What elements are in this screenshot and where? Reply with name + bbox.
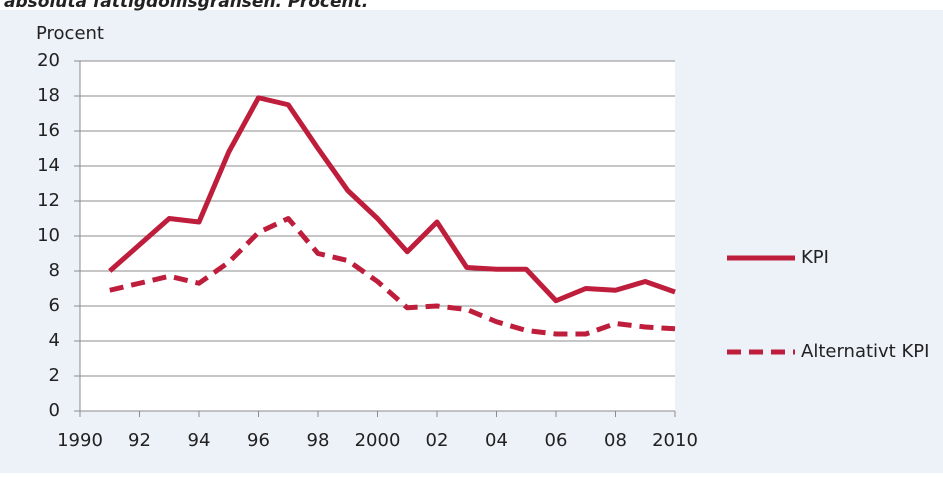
x-tick-label: 08 xyxy=(604,430,627,451)
y-tick-label: 12 xyxy=(37,190,60,211)
y-tick-label: 18 xyxy=(37,85,60,106)
line-series xyxy=(109,216,676,337)
y-tick-label: 16 xyxy=(37,120,60,141)
x-tick-label: 92 xyxy=(128,430,151,451)
y-tick-label: 10 xyxy=(37,225,60,246)
header: absoluta fattigdomsgränsen. Procent. xyxy=(4,0,368,12)
y-tick-label: 8 xyxy=(49,260,60,281)
y-tick-label: 0 xyxy=(49,400,60,421)
y-axis-label: Procent xyxy=(36,23,104,44)
x-tick-label: 94 xyxy=(188,430,211,451)
x-tick-label: 96 xyxy=(247,430,270,451)
x-tick-label: 1990 xyxy=(57,430,103,451)
y-tick-label: 6 xyxy=(49,295,60,316)
x-tick-label: 2000 xyxy=(355,430,401,451)
x-tick-label: 2010 xyxy=(652,430,698,451)
y-tick-label: 14 xyxy=(37,155,60,176)
x-tick-label: 04 xyxy=(485,430,508,451)
line-series xyxy=(108,95,676,304)
legend-label: Alternativt KPI xyxy=(801,341,929,362)
y-tick-label: 20 xyxy=(37,50,60,71)
x-tick-label: 02 xyxy=(426,430,449,451)
legend-label: KPI xyxy=(801,247,829,268)
y-tick-label: 4 xyxy=(49,330,60,351)
y-tick-label: 2 xyxy=(49,365,60,386)
x-tick-label: 98 xyxy=(307,430,330,451)
x-tick-label: 06 xyxy=(545,430,568,451)
